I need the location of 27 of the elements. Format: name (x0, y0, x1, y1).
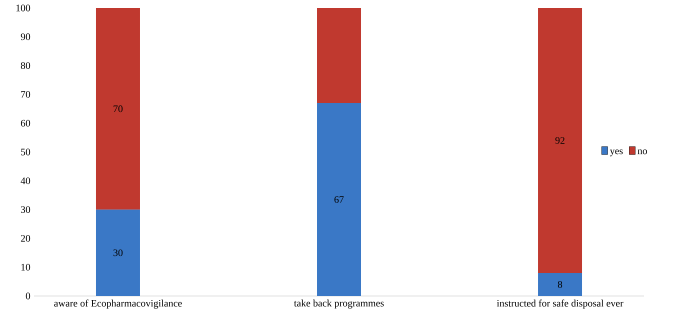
y-tick-label: 100 (16, 4, 30, 12)
legend-label: yes (610, 149, 623, 156)
y-tick-label: 40 (20, 177, 30, 184)
y-tick-label: 80 (20, 62, 30, 69)
x-tick-label: aware of Ecopharmacovigilance (54, 300, 182, 309)
y-tick-label: 30 (21, 206, 30, 213)
x-tick-label: instructed for safe disposal ever (496, 300, 624, 309)
data-label: 30 (113, 249, 123, 256)
data-label: 70 (114, 105, 123, 112)
y-tick-label: 60 (20, 120, 30, 127)
bar (317, 8, 362, 104)
data-label: 8 (558, 281, 562, 288)
data-label: 67 (334, 196, 344, 203)
bar (96, 8, 140, 210)
bar (317, 103, 362, 296)
y-tick-label: 0 (26, 292, 30, 300)
x-tick-label: take back programmes (294, 300, 384, 309)
bar (538, 8, 582, 273)
y-tick-label: 20 (20, 235, 30, 242)
data-label: 92 (555, 137, 564, 144)
bar (96, 210, 140, 296)
legend-label: no (638, 149, 648, 154)
y-tick-label: 50 (21, 148, 30, 156)
y-tick-label: 10 (21, 264, 30, 271)
y-tick-label: 70 (21, 91, 30, 98)
y-tick-label: 90 (20, 33, 30, 40)
bar (538, 272, 582, 296)
